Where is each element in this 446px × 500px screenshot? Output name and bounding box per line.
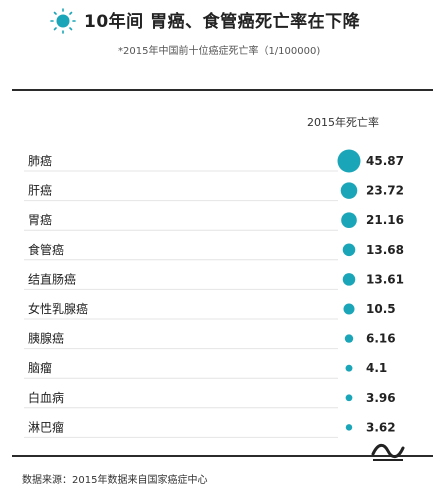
value-bubble <box>345 394 353 402</box>
category-label: 脑瘤 <box>28 360 52 375</box>
value-bubble <box>343 303 355 315</box>
value-bubble <box>342 273 356 286</box>
chart-subtitle: *2015年中国前十位癌症死亡率（1/100000) <box>118 46 321 57</box>
category-label: 结直肠癌 <box>28 271 76 286</box>
value-label: 6.16 <box>366 332 396 346</box>
bottom-divider <box>12 455 433 457</box>
value-label: 23.72 <box>366 184 404 198</box>
header: 10年间 胃癌、食管癌死亡率在下降 *2015年中国前十位癌症死亡率（1/100… <box>0 0 446 80</box>
publisher-logo-icon <box>371 443 405 461</box>
value-bubble <box>345 424 353 431</box>
value-label: 4.1 <box>366 361 387 375</box>
category-label: 胃癌 <box>28 212 52 227</box>
value-label: 13.61 <box>366 272 404 286</box>
category-label: 肝癌 <box>28 183 52 198</box>
value-label: 10.5 <box>366 302 396 316</box>
value-bubble <box>344 334 354 343</box>
value-bubble <box>342 243 356 257</box>
value-label: 45.87 <box>366 154 404 168</box>
value-bubble <box>341 212 357 229</box>
category-label: 白血病 <box>28 390 64 405</box>
top-divider <box>12 89 433 91</box>
value-bubble <box>345 364 353 372</box>
category-label: 女性乳腺癌 <box>28 301 88 316</box>
value-label: 13.68 <box>366 243 404 257</box>
sun-icon <box>50 8 76 34</box>
value-label: 3.96 <box>366 391 396 405</box>
chart-title: 10年间 胃癌、食管癌死亡率在下降 <box>84 12 361 32</box>
value-label: 21.16 <box>366 213 404 227</box>
category-label: 淋巴瘤 <box>28 419 64 434</box>
category-label: 食管癌 <box>28 242 64 257</box>
value-label: 3.62 <box>366 420 396 434</box>
value-bubble <box>340 182 358 199</box>
category-label: 肺癌 <box>28 153 52 168</box>
value-bubble <box>337 149 361 173</box>
category-label: 胰腺癌 <box>28 331 64 346</box>
data-source-note: 数据来源：2015年数据来自国家癌症中心 <box>22 475 208 486</box>
column-header: 2015年死亡率 <box>307 116 379 129</box>
